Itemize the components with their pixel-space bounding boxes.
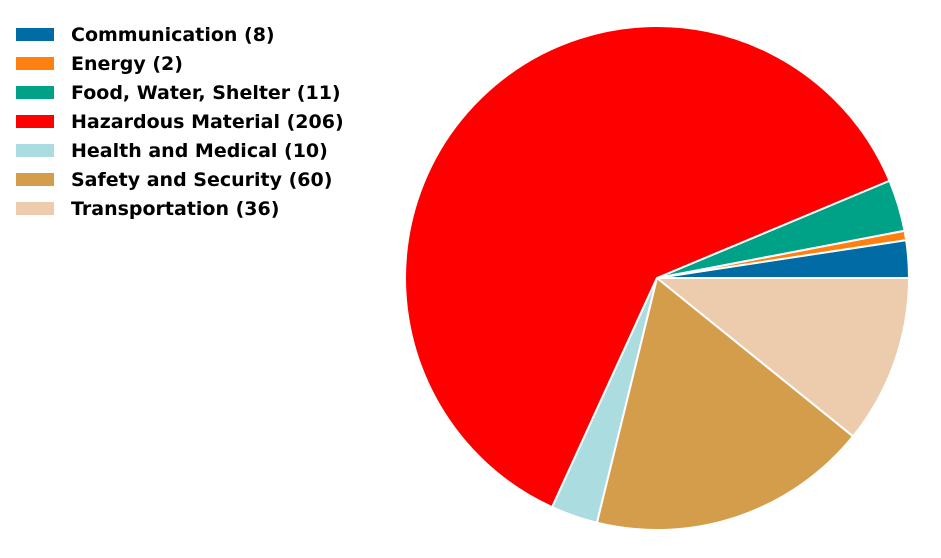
legend-label-communication: Communication (8)	[71, 23, 275, 46]
legend-item-communication: Communication (8)	[16, 20, 344, 49]
legend-label-safety-and-security: Safety and Security (60)	[71, 168, 333, 191]
legend-swatch-transportation	[16, 202, 54, 215]
legend-label-energy: Energy (2)	[71, 52, 183, 75]
legend-item-transportation: Transportation (36)	[16, 194, 344, 223]
legend-swatch-communication	[16, 28, 54, 41]
legend-label-hazardous-material: Hazardous Material (206)	[71, 110, 344, 133]
legend-item-safety-and-security: Safety and Security (60)	[16, 165, 344, 194]
legend-swatch-energy	[16, 57, 54, 70]
pie-slice-hazardous-material	[404, 25, 891, 509]
pie-slice-safety-and-security	[595, 277, 855, 531]
legend-item-hazardous-material: Hazardous Material (206)	[16, 107, 344, 136]
legend-swatch-safety-and-security	[16, 173, 54, 186]
legend-swatch-food-water-shelter	[16, 86, 54, 99]
legend-label-food-water-shelter: Food, Water, Shelter (11)	[71, 81, 341, 104]
legend: Communication (8) Energy (2) Food, Water…	[16, 20, 344, 223]
legend-swatch-health-and-medical	[16, 144, 54, 157]
legend-label-transportation: Transportation (36)	[71, 197, 280, 220]
legend-item-health-and-medical: Health and Medical (10)	[16, 136, 344, 165]
legend-label-health-and-medical: Health and Medical (10)	[71, 139, 328, 162]
legend-swatch-hazardous-material	[16, 115, 54, 128]
legend-item-food-water-shelter: Food, Water, Shelter (11)	[16, 78, 344, 107]
legend-item-energy: Energy (2)	[16, 49, 344, 78]
pie-slice-transportation	[656, 277, 910, 438]
